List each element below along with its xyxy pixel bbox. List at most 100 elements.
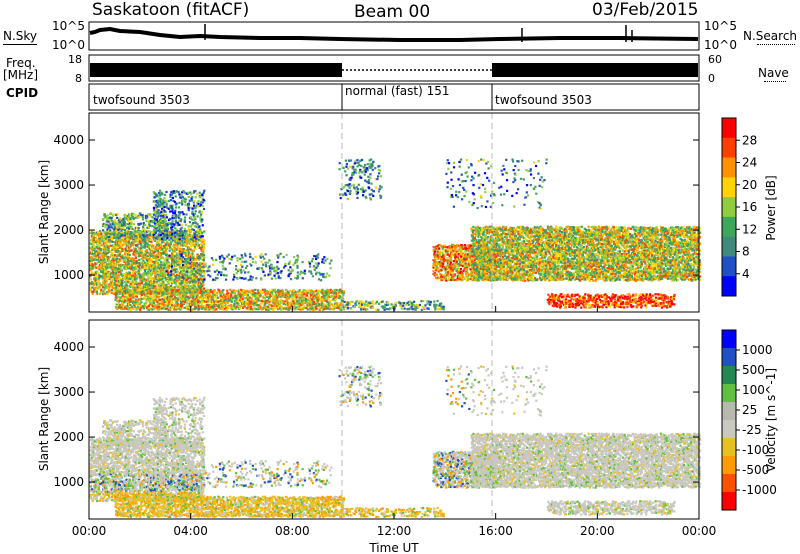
power-cell xyxy=(177,243,179,245)
power-cell xyxy=(140,247,142,249)
power-cell xyxy=(168,263,170,265)
power-cell xyxy=(118,285,120,287)
power-cell xyxy=(140,269,142,271)
power-cell xyxy=(135,280,137,282)
power-cell xyxy=(115,246,117,248)
power-cell xyxy=(117,248,119,250)
noise-right-bottom: 10^0 xyxy=(704,38,737,52)
nave-right-bottom: 0 xyxy=(708,72,715,85)
power-cell xyxy=(108,247,110,249)
power-cell xyxy=(138,259,140,261)
noise-left-top: 10^5 xyxy=(52,19,85,33)
noise-trace xyxy=(90,29,698,40)
power-cell xyxy=(178,284,180,286)
power-cell xyxy=(95,282,97,284)
power-cell xyxy=(166,248,168,250)
power-cell xyxy=(150,258,152,260)
power-cell xyxy=(155,260,157,262)
power-cell xyxy=(100,248,102,250)
power-cell xyxy=(95,259,97,261)
power-cell xyxy=(165,251,167,253)
power-cell xyxy=(134,254,136,256)
power-cell xyxy=(137,244,139,246)
power-cell xyxy=(99,286,101,288)
power-cell xyxy=(135,248,137,250)
power-cell xyxy=(157,262,159,264)
power-cell xyxy=(162,281,164,283)
power-cell xyxy=(91,286,93,288)
power-cell xyxy=(102,293,104,295)
power-cell xyxy=(112,267,114,269)
power-cell xyxy=(154,285,156,287)
power-cell xyxy=(128,263,130,265)
freq-left-top: 18 xyxy=(68,53,82,66)
power-cell xyxy=(117,253,119,255)
noise-panel: 10^5 10^0 10^5 10^0 xyxy=(52,19,737,52)
power-cell xyxy=(94,248,96,250)
power-cell xyxy=(97,272,99,274)
power-cell xyxy=(150,248,152,250)
power-cell xyxy=(135,257,137,259)
power-cell xyxy=(100,233,102,235)
power-cell xyxy=(104,260,106,262)
power-cell xyxy=(91,281,93,283)
power-cell xyxy=(141,261,143,263)
power-cell xyxy=(141,282,143,284)
power-cell xyxy=(126,284,128,286)
power-cell xyxy=(139,264,141,266)
power-cell xyxy=(141,249,143,251)
power-cell xyxy=(98,233,100,235)
power-cell xyxy=(98,279,100,281)
power-cell xyxy=(121,285,123,287)
power-cell xyxy=(110,276,112,278)
power-cell xyxy=(120,268,122,270)
power-cell xyxy=(136,260,138,262)
power-cell xyxy=(149,266,151,268)
power-cell xyxy=(117,287,119,289)
cpid-segment-2: normal (fast) 151 xyxy=(345,84,449,98)
power-cell xyxy=(129,254,131,256)
power-cell xyxy=(90,278,92,280)
cpid-panel: twofsound 3503 normal (fast) 151 twofsou… xyxy=(89,84,699,110)
power-cell xyxy=(107,252,109,254)
power-cell xyxy=(136,283,138,285)
power-cell xyxy=(154,251,156,253)
power-cell xyxy=(172,273,174,275)
power-cell xyxy=(100,289,102,291)
power-cell xyxy=(119,277,121,279)
power-cell xyxy=(128,257,130,259)
power-cell xyxy=(96,291,98,293)
noise-right-top: 10^5 xyxy=(704,19,737,33)
power-panel: 1000200030004000 Slant Range [km] xyxy=(37,113,701,312)
power-cell xyxy=(150,241,152,243)
power-cell xyxy=(125,281,127,283)
power-cell xyxy=(105,265,107,267)
power-cell xyxy=(149,277,151,279)
power-cell xyxy=(109,290,111,292)
power-cell xyxy=(163,241,165,243)
power-cell xyxy=(170,243,172,245)
power-cell xyxy=(129,246,131,248)
power-cell xyxy=(136,276,138,278)
power-cell xyxy=(146,249,148,251)
power-cell xyxy=(165,284,167,286)
power-cell xyxy=(133,258,135,260)
power-cell xyxy=(90,288,92,290)
power-cell xyxy=(143,278,145,280)
power-cell xyxy=(152,250,154,252)
freq-left-bottom: 8 xyxy=(75,72,82,85)
power-cell xyxy=(132,244,134,246)
power-cell xyxy=(129,272,131,274)
power-cell xyxy=(142,259,144,261)
power-cell xyxy=(124,259,126,261)
power-cell xyxy=(119,270,121,272)
power-cell xyxy=(106,278,108,280)
power-cell xyxy=(165,274,167,276)
power-cell xyxy=(127,260,129,262)
power-cell xyxy=(164,264,166,266)
power-cell xyxy=(167,242,169,244)
power-cell xyxy=(112,287,114,289)
power-cell xyxy=(101,284,103,286)
power-cell xyxy=(108,286,110,288)
power-cell xyxy=(144,270,146,272)
